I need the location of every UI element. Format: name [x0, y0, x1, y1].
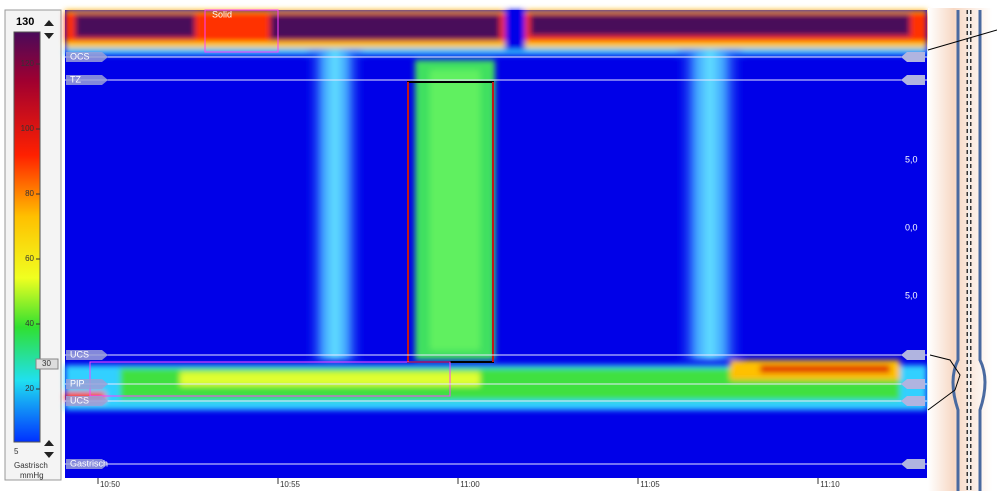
marker-handle[interactable]: [901, 350, 925, 360]
marker-label: Gastrisch: [70, 458, 108, 468]
marker-handle[interactable]: [901, 459, 925, 469]
marker-label: UCS: [70, 395, 89, 405]
marker-handle[interactable]: [901, 396, 925, 406]
scale-marker: 30: [42, 359, 51, 368]
color-bar: [13, 31, 41, 443]
pressure-features: [65, 10, 927, 410]
solid-region[interactable]: [204, 9, 279, 53]
marker-box[interactable]: [35, 358, 59, 370]
marker-tab[interactable]: [66, 75, 108, 85]
scale-max: 130: [16, 16, 34, 28]
marker-label: TZ: [70, 74, 81, 84]
scale-tick-label: 60: [25, 254, 34, 263]
anatomy-panel: [928, 8, 992, 491]
scale-tick-label: 100: [21, 124, 35, 133]
right-value: 5,0: [905, 154, 918, 164]
marker-tab[interactable]: [66, 350, 108, 360]
scale-tick-label: 120: [21, 59, 35, 68]
time-label: 10:55: [280, 480, 301, 489]
scale-min: 5: [14, 447, 19, 456]
heatmap: [65, 10, 927, 485]
anatomy-lines: [927, 29, 997, 411]
marker-label: PIP: [70, 378, 85, 388]
time-labels: 10:50 10:55 11:00 11:05 11:10: [97, 478, 840, 489]
marker-handle[interactable]: [901, 52, 925, 62]
scale-tick-label: 80: [25, 189, 34, 198]
right-values: 5,0 0,0 5,0: [905, 154, 918, 300]
time-label: 11:10: [820, 480, 840, 489]
right-value: 5,0: [905, 290, 918, 300]
marker-label: UCS: [70, 349, 89, 359]
marker-tab[interactable]: [66, 459, 108, 469]
time-label: 11:05: [640, 480, 660, 489]
time-label: 11:00: [460, 480, 480, 489]
marker-handle[interactable]: [901, 379, 925, 389]
marker-lines: OCS TZ UCS PIP UCS Gastrisch: [65, 51, 927, 469]
right-value: 0,0: [905, 222, 918, 232]
solid-label: Solid: [212, 9, 232, 19]
marker-tab[interactable]: [66, 396, 108, 406]
marker-label: OCS: [70, 51, 90, 61]
time-axis: [65, 478, 927, 491]
time-label: 10:50: [100, 480, 121, 489]
scale-tick-label: 40: [25, 319, 34, 328]
unit: mmHg: [20, 471, 44, 480]
scale-tick-label: 20: [25, 384, 34, 393]
esophagus-outline: [951, 10, 987, 491]
unit-label: Gastrisch: [14, 461, 48, 470]
marker-tab[interactable]: [66, 52, 108, 62]
marker-tab[interactable]: [66, 379, 108, 389]
marker-handle[interactable]: [901, 75, 925, 85]
scale-ticks: 120 100 80 60 40 20: [21, 59, 40, 393]
